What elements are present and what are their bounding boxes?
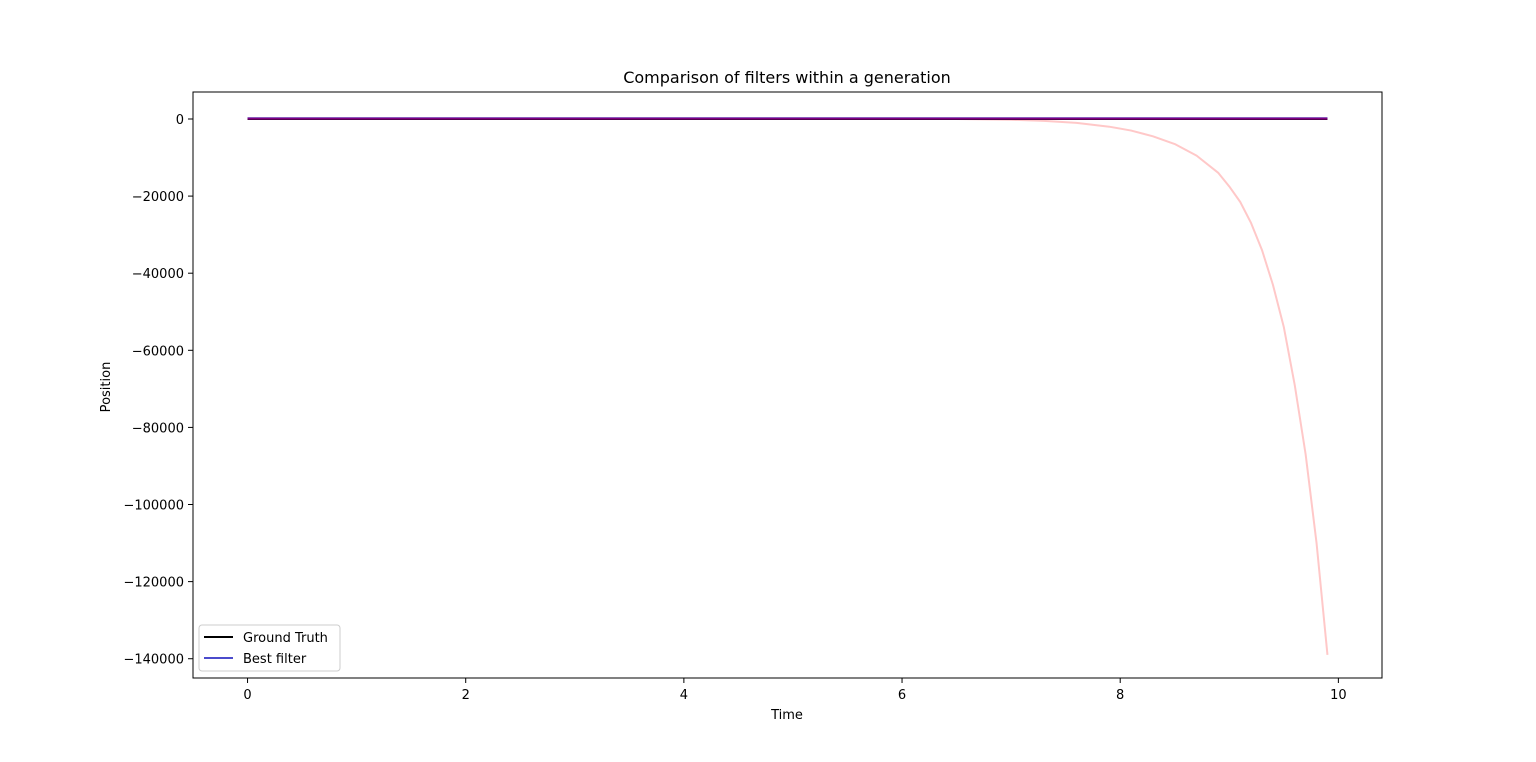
x-axis-label: Time — [770, 708, 803, 723]
y-tick-label: −100000 — [123, 499, 184, 514]
legend-box — [198, 624, 341, 672]
x-tick-label: 6 — [898, 688, 906, 703]
x-tick-label: 8 — [1116, 688, 1124, 703]
y-axis: 0 −20000 −40000 −60000 −80000 −100000 −120000 −… — [123, 113, 193, 668]
y-tick-label: −120000 — [123, 576, 184, 591]
chart-title: Comparison of filters within a generatio… — [623, 68, 951, 87]
y-tick-label: 0 — [176, 113, 184, 128]
x-tick-label: 10 — [1330, 688, 1347, 703]
plot-lines — [247, 117, 1329, 655]
legend-label-ground-truth: Ground Truth — [243, 631, 328, 646]
y-tick-label: −20000 — [132, 190, 184, 205]
y-tick-label: −80000 — [132, 421, 184, 436]
legend: Ground Truth Best filter — [198, 624, 341, 672]
x-axis: 0 2 4 6 8 10 — [243, 678, 1347, 703]
legend-label-best-filter: Best filter — [243, 652, 307, 667]
x-tick-label: 2 — [462, 688, 470, 703]
x-tick-label: 4 — [680, 688, 688, 703]
series-line-0 — [247, 117, 1329, 655]
y-tick-label: −40000 — [132, 267, 184, 282]
y-tick-label: −140000 — [123, 653, 184, 668]
y-axis-label: Position — [99, 362, 114, 413]
x-tick-label: 0 — [243, 688, 251, 703]
y-tick-label: −60000 — [132, 344, 184, 359]
plot-frame — [192, 91, 1383, 679]
